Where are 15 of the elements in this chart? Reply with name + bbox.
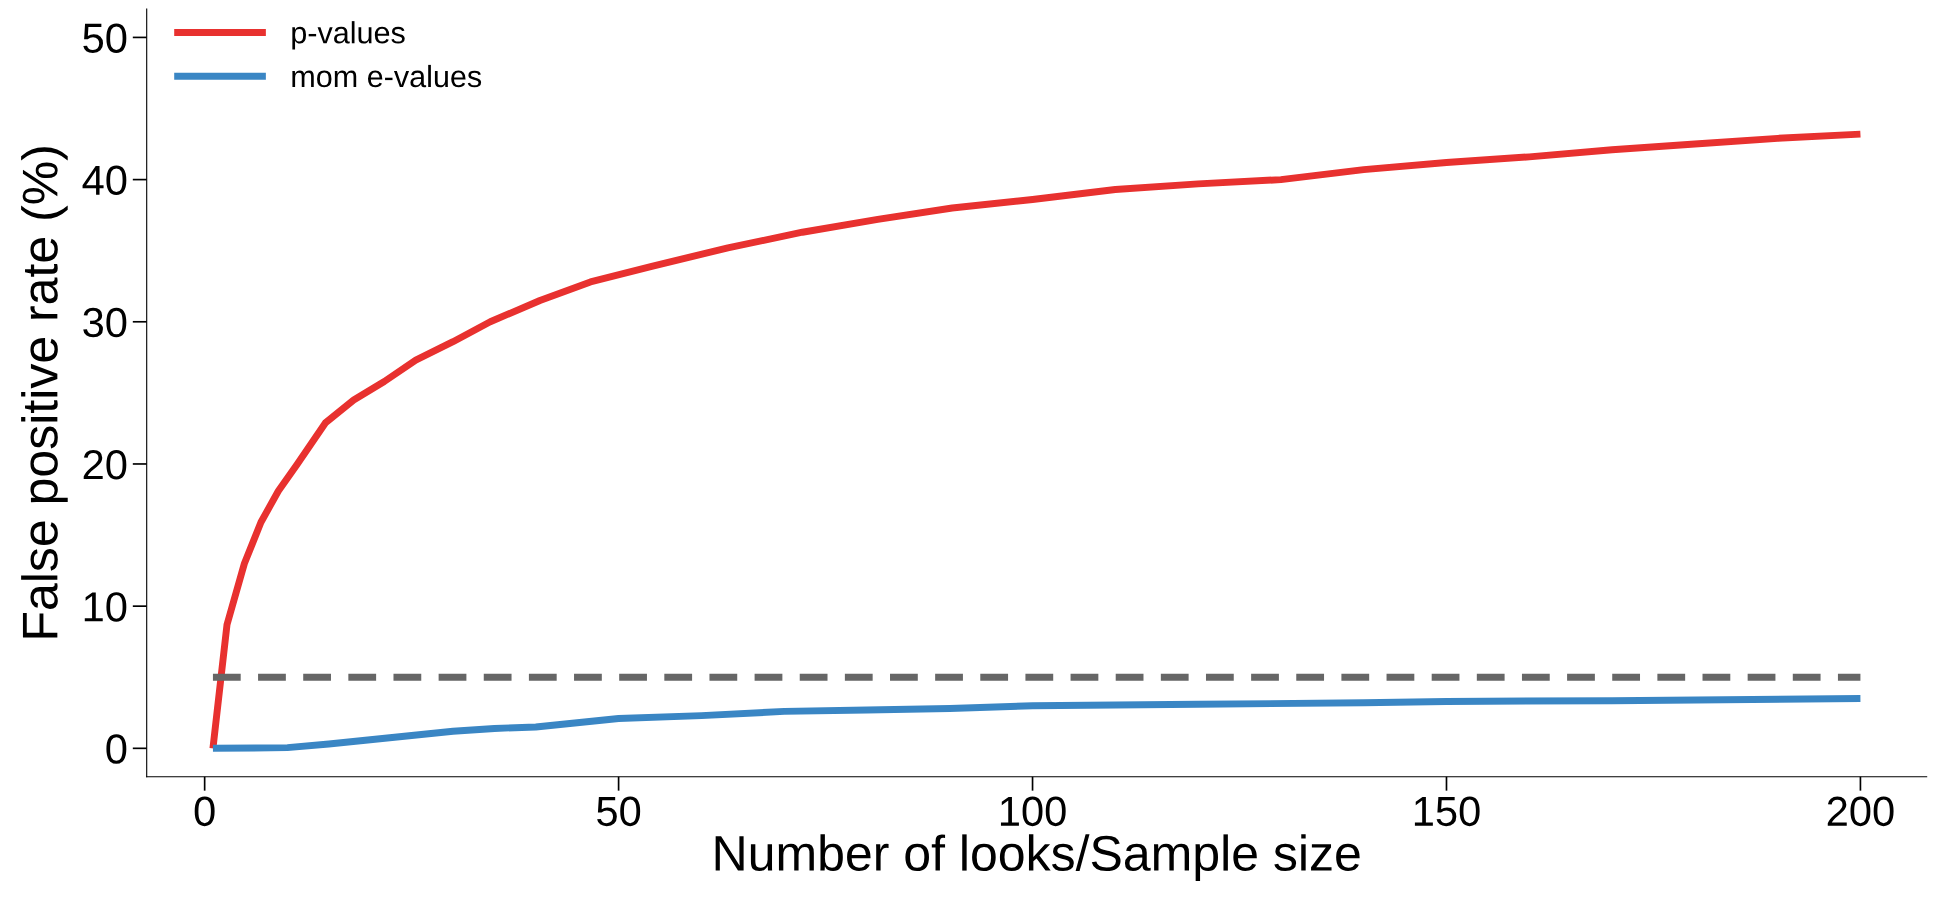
x-tick-label: 150 [1414,796,1480,827]
y-tick-label: 20 [83,449,127,480]
x-tick-label: 0 [194,796,215,827]
y-tick-label: 30 [83,307,127,338]
x-tick-label: 100 [1000,796,1066,827]
y-axis-title: False positive rate (%) [21,147,68,638]
legend-label: p-values [292,21,405,50]
y-tick-label: 50 [83,23,127,53]
y-tick-label: 10 [84,592,127,622]
y-tick-label: 40 [82,165,127,196]
legend-label: mom e-values [292,64,482,88]
x-axis-title: Number of looks/Sample size [715,834,1360,881]
y-tick-label: 0 [106,734,127,764]
x-tick-label: 200 [1827,796,1894,827]
x-tick-label: 50 [597,796,641,827]
